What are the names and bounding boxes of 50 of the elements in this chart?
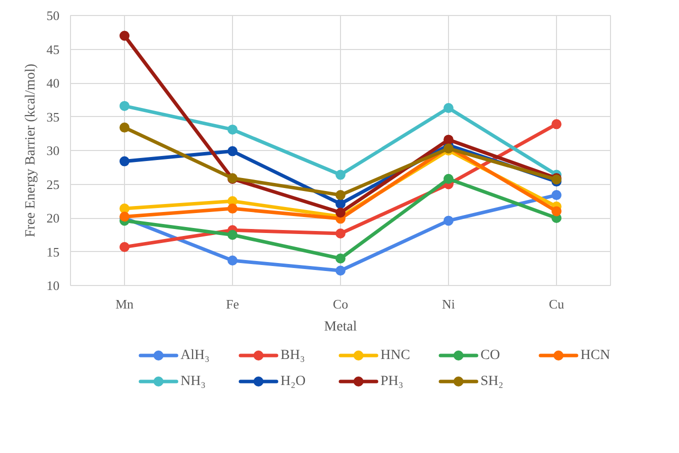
point — [120, 122, 130, 133]
y-tick-label: 40 — [46, 76, 60, 90]
x-tick-label: Mn — [115, 296, 134, 312]
y-tick-label: 50 — [46, 8, 60, 23]
point — [120, 242, 130, 252]
legend-label: HNC — [380, 348, 410, 363]
y-tick-label: 10 — [46, 278, 60, 293]
point — [336, 266, 346, 276]
point — [444, 216, 454, 226]
legend-label: PH₃ — [380, 374, 404, 389]
point — [228, 230, 238, 240]
y-tick-label: 45 — [46, 42, 60, 57]
point — [228, 124, 238, 135]
legend-label: HCN — [580, 348, 610, 363]
point — [228, 204, 238, 214]
point — [444, 174, 454, 184]
x-tick-label: Cu — [548, 296, 565, 312]
point — [228, 256, 238, 266]
y-axis-title: Free Energy Barrier (kcal/mol) — [24, 63, 38, 238]
point — [336, 254, 346, 264]
point — [552, 119, 562, 130]
point — [336, 208, 346, 218]
point — [120, 156, 130, 166]
point — [228, 146, 238, 156]
point — [552, 190, 562, 200]
legend-label: CO — [480, 348, 500, 363]
point — [336, 228, 346, 239]
point — [336, 198, 346, 209]
x-tick-label: Ni — [442, 296, 456, 312]
point — [336, 190, 346, 200]
y-tick-label: 30 — [46, 143, 60, 158]
point — [120, 204, 130, 214]
legend-label: H₂O — [280, 374, 306, 389]
point — [552, 206, 562, 216]
x-tick-label: Co — [332, 296, 348, 312]
legend-label: AlH₃ — [180, 348, 210, 363]
point — [444, 102, 454, 113]
y-tick-label: 25 — [46, 176, 60, 192]
point — [336, 170, 346, 180]
legend-label: SH₂ — [480, 374, 504, 389]
legend-label: BH₃ — [280, 348, 305, 363]
legend-label: NH₃ — [180, 374, 206, 389]
point — [444, 134, 454, 145]
point — [120, 30, 130, 41]
x-axis-title: Metal — [324, 320, 357, 334]
point — [120, 100, 130, 111]
x-tick-label: Fe — [226, 296, 240, 312]
y-tick-label: 15 — [46, 244, 60, 260]
y-tick-label: 20 — [46, 210, 60, 226]
y-tick-label: 35 — [46, 109, 60, 124]
